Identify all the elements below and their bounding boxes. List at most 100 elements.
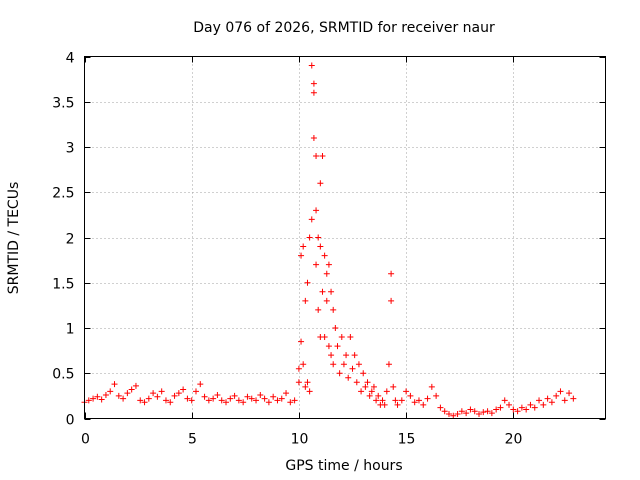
data-point: [370, 383, 377, 390]
x-tick-label: 15: [398, 432, 416, 448]
data-point: [313, 207, 320, 214]
data-point: [553, 392, 560, 399]
data-point: [334, 343, 341, 350]
data-point: [274, 397, 281, 404]
data-point: [557, 388, 564, 395]
data-point: [561, 397, 568, 404]
data-point: [388, 270, 395, 277]
data-point: [463, 410, 470, 417]
data-point: [162, 397, 169, 404]
chart-title: Day 076 of 2026, SRMTID for receiver nau…: [193, 20, 495, 36]
data-point: [351, 352, 358, 359]
data-point: [480, 409, 487, 416]
data-point: [360, 370, 367, 377]
data-point: [128, 386, 135, 393]
data-point: [510, 406, 517, 413]
data-point: [319, 153, 326, 160]
data-point: [227, 395, 234, 402]
data-point: [330, 361, 337, 368]
data-point: [111, 381, 118, 388]
y-tick-label: 3: [66, 141, 75, 157]
data-point: [291, 397, 298, 404]
data-point: [392, 397, 399, 404]
data-point: [298, 338, 305, 345]
data-point: [150, 390, 157, 397]
data-point: [347, 334, 354, 341]
data-point: [321, 252, 328, 259]
data-point: [94, 393, 101, 400]
data-point: [336, 370, 343, 377]
data-point: [364, 379, 371, 386]
data-point: [323, 297, 330, 304]
data-point: [540, 401, 547, 408]
data-point: [315, 306, 322, 313]
data-point: [424, 395, 431, 402]
data-point: [298, 252, 305, 259]
data-point: [488, 410, 495, 417]
data-point: [180, 386, 187, 393]
data-point: [332, 325, 339, 331]
y-axis-label: SRMTID / TECUs: [6, 182, 22, 295]
data-point: [85, 397, 92, 404]
data-point: [570, 395, 577, 402]
data-point: [313, 153, 320, 160]
data-point: [368, 388, 375, 395]
data-point: [454, 410, 461, 417]
data-point: [197, 381, 204, 388]
data-point: [317, 243, 324, 250]
data-point: [244, 393, 251, 400]
data-point: [325, 261, 332, 268]
data-point: [450, 412, 457, 419]
x-tick-label: 20: [505, 432, 523, 448]
data-point: [306, 388, 313, 395]
data-point: [300, 243, 307, 250]
x-tick-label: 10: [291, 432, 309, 448]
data-point: [184, 395, 191, 402]
data-point: [385, 361, 392, 368]
data-point: [308, 216, 315, 223]
data-point: [383, 388, 390, 395]
data-point: [437, 404, 444, 411]
data-point: [323, 270, 330, 277]
data-point: [340, 361, 347, 368]
data-point: [484, 408, 491, 415]
data-point: [300, 361, 307, 368]
data-point: [218, 397, 225, 404]
data-point: [302, 297, 309, 304]
data-point: [390, 383, 397, 390]
grid-lines: [84, 56, 606, 419]
data-point: [313, 261, 320, 268]
data-point: [467, 406, 474, 413]
data-point: [304, 379, 311, 386]
data-point: [497, 404, 504, 411]
data-point: [518, 404, 525, 411]
data-point: [458, 408, 465, 415]
data-point: [278, 395, 285, 402]
data-point: [379, 397, 386, 404]
data-point: [223, 399, 230, 406]
data-point: [295, 365, 302, 372]
data-point: [523, 406, 530, 413]
data-point: [343, 352, 350, 359]
data-point: [328, 352, 335, 359]
data-point: [566, 390, 573, 397]
x-axis-label: GPS time / hours: [285, 458, 402, 474]
data-point: [310, 89, 317, 96]
data-point: [349, 365, 356, 372]
data-point: [132, 382, 139, 389]
data-point: [381, 401, 388, 408]
data-point: [471, 408, 478, 415]
data-point: [205, 397, 212, 404]
data-point: [353, 379, 360, 386]
data-point: [428, 383, 435, 390]
data-point: [330, 306, 337, 313]
data-point: [283, 390, 290, 397]
y-tick-label: 2.5: [52, 186, 74, 202]
data-point: [366, 392, 373, 399]
data-point: [192, 388, 199, 395]
data-points: [81, 62, 577, 419]
data-point: [240, 399, 247, 406]
data-point: [398, 397, 405, 404]
data-point: [158, 388, 165, 395]
